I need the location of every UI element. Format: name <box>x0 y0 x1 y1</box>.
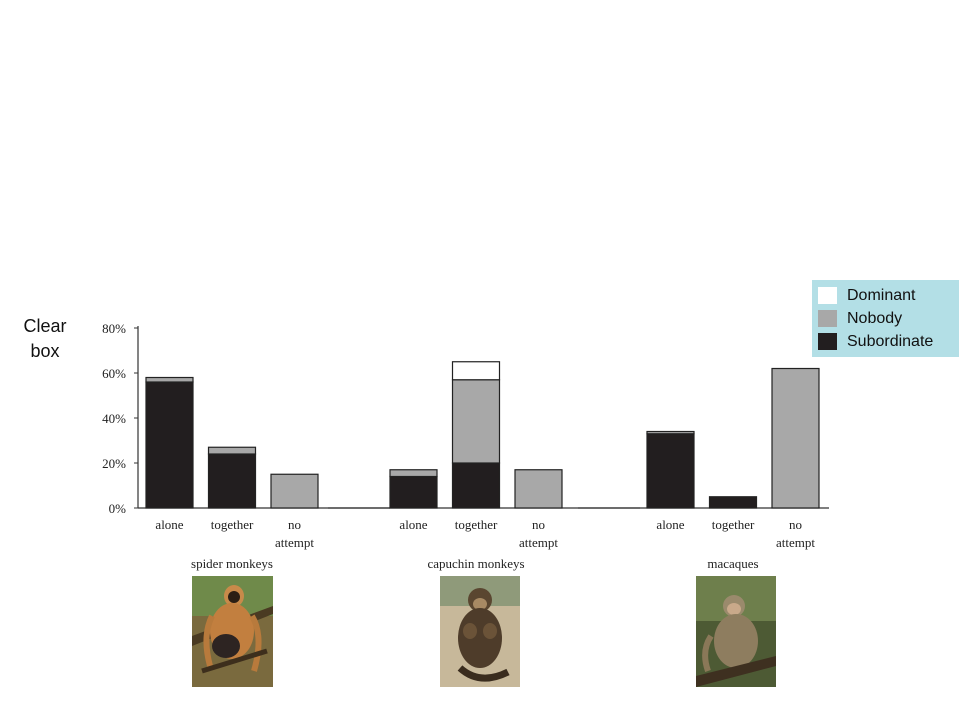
x-category-label: together <box>211 517 254 532</box>
legend-swatch <box>818 287 837 304</box>
x-category-label: alone <box>399 517 427 532</box>
legend-label: Subordinate <box>847 333 934 350</box>
bar-spider-monkeys-together-subordinate <box>207 453 257 509</box>
bar-spider-monkeys-alone-subordinate <box>145 381 194 509</box>
y-tick-label: 20% <box>102 456 126 471</box>
bar-layer <box>145 361 820 509</box>
y-tick-label: 0% <box>109 501 127 516</box>
legend-swatch <box>818 333 837 350</box>
bar-macaques-no-attempt-nobody <box>771 367 820 509</box>
bar-spider-monkeys-no-attempt-nobody <box>270 473 319 509</box>
legend-label: Dominant <box>847 287 916 304</box>
macaque-photo <box>696 576 776 687</box>
clear-box-button[interactable]: Clear box <box>23 316 67 361</box>
bar-macaques-alone-nobody <box>646 430 695 435</box>
y-tick-label: 40% <box>102 411 126 426</box>
spider-monkey-photo <box>192 576 273 687</box>
bar-macaques-together-subordinate <box>708 496 758 509</box>
x-category-label: attempt <box>776 535 815 550</box>
legend: Dominant Nobody Subordinate <box>812 280 959 357</box>
x-category-label: attempt <box>519 535 558 550</box>
bar-capuchin-monkeys-alone-nobody <box>389 469 438 478</box>
x-category-label: no <box>288 517 301 532</box>
x-category-label: attempt <box>275 535 314 550</box>
bar-macaques-alone-subordinate <box>646 433 695 509</box>
bar-spider-monkeys-together-nobody <box>207 446 257 455</box>
x-group-label: macaques <box>707 556 758 571</box>
bar-capuchin-monkeys-alone-subordinate <box>389 475 438 509</box>
x-category-label: alone <box>155 517 183 532</box>
capuchin-monkey-photo <box>440 576 520 687</box>
x-group-label: spider monkeys <box>191 556 273 571</box>
bar-capuchin-monkeys-together-nobody <box>451 379 501 464</box>
bar-capuchin-monkeys-together-dominant <box>451 361 501 381</box>
legend-swatch <box>818 310 837 327</box>
bar-capuchin-monkeys-no-attempt-nobody <box>514 469 563 509</box>
x-category-label: together <box>712 517 755 532</box>
x-category-label: together <box>455 517 498 532</box>
x-group-label: capuchin monkeys <box>427 556 524 571</box>
bar-capuchin-monkeys-together-subordinate <box>451 462 501 509</box>
x-category-label: no <box>532 517 545 532</box>
x-category-label: no <box>789 517 802 532</box>
legend-label: Nobody <box>847 310 903 327</box>
y-tick-label: 60% <box>102 366 126 381</box>
y-tick-label: 80% <box>102 321 126 336</box>
bar-spider-monkeys-alone-nobody <box>145 376 194 383</box>
x-category-label: alone <box>656 517 684 532</box>
